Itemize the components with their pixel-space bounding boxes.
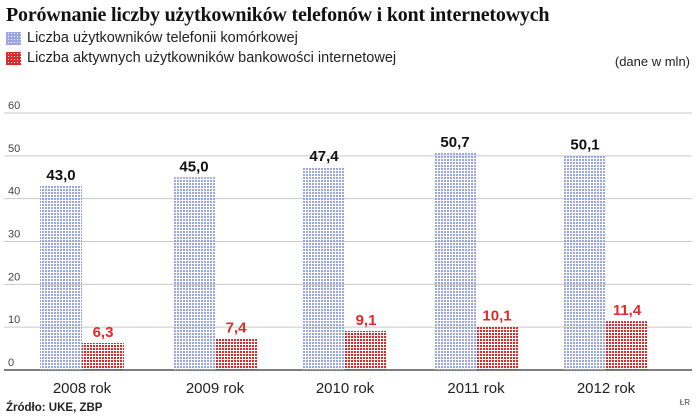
value-label-phones-2: 45,0 <box>179 158 208 175</box>
y-tick-label-10: 10 <box>8 314 20 326</box>
value-label-phones-4: 50,7 <box>440 134 469 151</box>
bar-phones-3 <box>303 166 345 370</box>
chart-title: Porównanie liczby użytkowników telefonów… <box>6 4 550 26</box>
y-tick-label-30: 30 <box>8 229 20 241</box>
bar-phones-2 <box>173 177 215 370</box>
value-label-banking-1: 6,3 <box>93 324 114 341</box>
x-category-label-5: 2012 rok <box>577 380 636 397</box>
units-note: (dane w mln) <box>614 54 690 69</box>
legend-swatch-banking <box>6 51 21 65</box>
value-label-banking-2: 7,4 <box>226 319 248 336</box>
value-label-phones-5: 50,1 <box>570 136 599 153</box>
y-tick-label-20: 20 <box>8 271 20 283</box>
value-label-banking-3: 9,1 <box>356 312 377 329</box>
legend-swatch-phones <box>6 31 21 45</box>
y-tick-label-0: 0 <box>8 357 14 369</box>
x-category-label-4: 2011 rok <box>447 380 505 397</box>
value-label-phones-3: 47,4 <box>309 148 339 165</box>
x-category-label-2: 2009 rok <box>186 380 245 397</box>
legend-label-banking: Liczba aktywnych użytkowników bankowości… <box>27 50 397 66</box>
bar-phones-4 <box>434 152 476 370</box>
bar-banking-1 <box>82 343 124 370</box>
x-category-label-1: 2008 rok <box>53 380 112 397</box>
legend-label-phones: Liczba użytkowników telefonii komórkowej <box>27 30 298 46</box>
x-category-label-3: 2010 rok <box>316 380 375 397</box>
legend-item-banking: Liczba aktywnych użytkowników bankowości… <box>6 50 396 66</box>
bar-banking-3 <box>345 331 387 370</box>
legend-item-phones: Liczba użytkowników telefonii komórkowej <box>6 30 298 46</box>
y-tick-label-50: 50 <box>8 143 20 155</box>
bar-banking-4 <box>476 326 518 370</box>
credit-note: ŁR <box>679 398 690 407</box>
value-label-phones-1: 43,0 <box>46 167 75 184</box>
bar-banking-2 <box>215 338 257 370</box>
y-tick-label-40: 40 <box>8 186 20 198</box>
y-tick-label-60: 60 <box>8 100 20 112</box>
source-note: Źródło: UKE, ZBP <box>6 402 103 414</box>
value-label-banking-4: 10,1 <box>482 308 511 325</box>
bar-phones-5 <box>564 155 606 370</box>
value-label-banking-5: 11,4 <box>613 302 642 319</box>
bar-banking-5 <box>606 321 648 370</box>
bar-phones-1 <box>40 185 82 370</box>
